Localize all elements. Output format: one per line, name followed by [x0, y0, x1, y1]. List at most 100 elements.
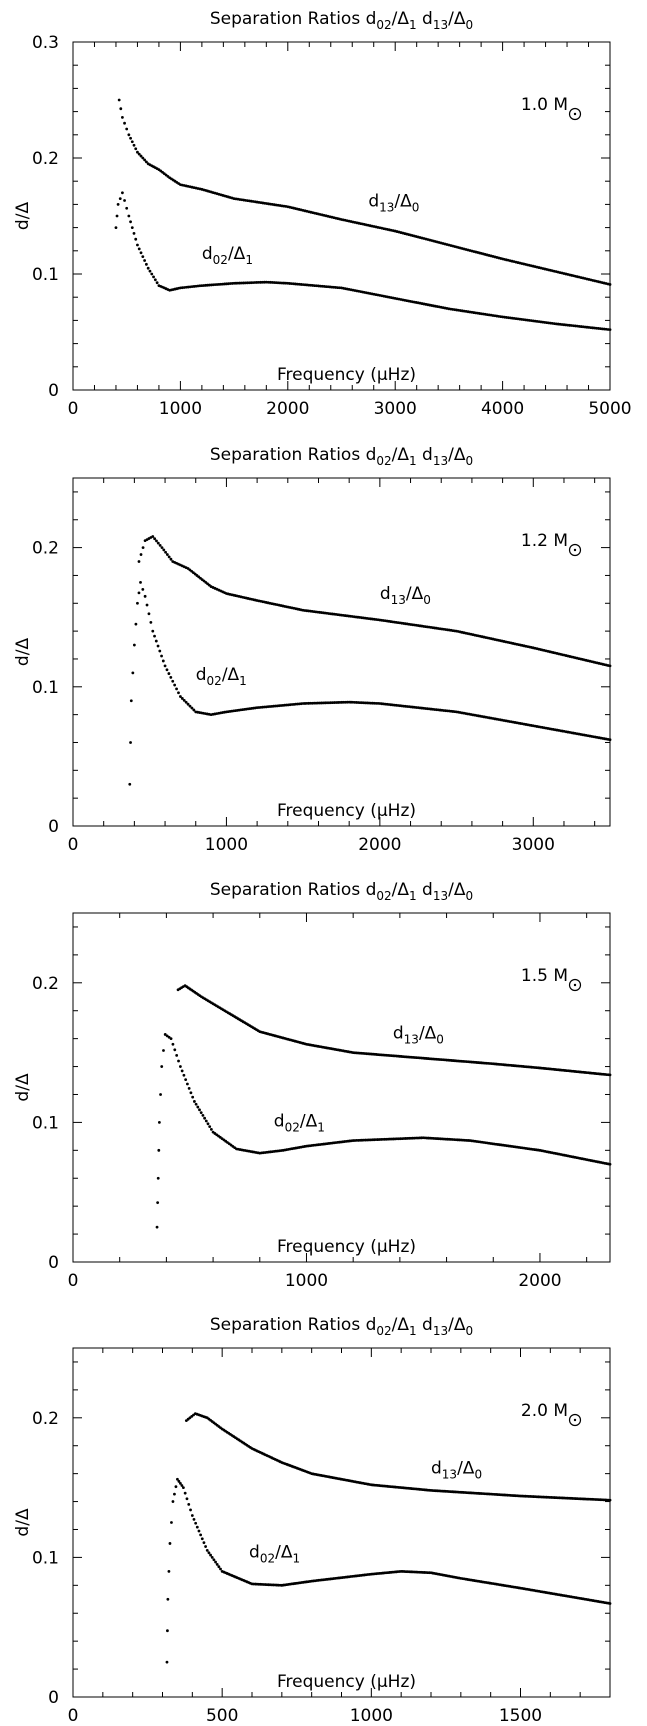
data-point [151, 535, 155, 538]
data-point [158, 649, 162, 653]
data-point [141, 255, 145, 258]
y-tick-label: 0 [48, 381, 59, 401]
data-point [173, 1048, 177, 1052]
chart-title: Separation Ratios d02/Δ1 d13/Δ0 [210, 9, 473, 32]
data-point [171, 1042, 175, 1046]
data-point [152, 275, 155, 279]
data-point [169, 1037, 173, 1041]
y-tick-label: 0.2 [32, 149, 59, 169]
chart-panel-1: Separation Ratios d02/Δ1 d13/Δ0 0 1000 2000… [13, 9, 632, 419]
data-point [167, 672, 171, 675]
data-point [125, 127, 129, 131]
x-tick-label: 1000 [350, 1706, 393, 1726]
data-point [179, 1065, 182, 1068]
data-point [155, 1225, 159, 1229]
data-point [180, 1069, 184, 1073]
data-point [136, 601, 139, 605]
data-point [157, 1148, 161, 1152]
data-point [174, 1485, 178, 1489]
data-point [171, 1500, 175, 1503]
data-point [608, 283, 612, 286]
series-label: d02/Δ1 [274, 1112, 325, 1135]
data-point [136, 243, 139, 247]
data-point [177, 1059, 180, 1063]
data-point [160, 546, 164, 549]
data-point [159, 1093, 162, 1096]
data-point [208, 1125, 212, 1128]
series-1 [137, 535, 612, 668]
series-2 [114, 191, 612, 332]
series-label: d13/Δ0 [431, 1459, 482, 1482]
y-axis-label: d/Δ [13, 638, 33, 667]
data-point [137, 591, 141, 595]
data-point [170, 1521, 173, 1524]
data-point [146, 266, 150, 270]
data-point [169, 557, 173, 561]
x-tick-label: 2000 [518, 1271, 561, 1291]
sun-symbol-icon [568, 978, 582, 992]
data-point [175, 687, 178, 691]
data-point [173, 683, 177, 687]
data-point [184, 1078, 188, 1082]
data-point [187, 1502, 191, 1506]
series-2 [155, 1033, 612, 1229]
x-tick-label: 0 [68, 1271, 79, 1291]
y-axis-label: d/Δ [13, 202, 33, 231]
data-point [210, 1556, 214, 1559]
sun-symbol-icon [568, 543, 582, 557]
data-point [166, 1629, 169, 1633]
data-point [127, 133, 131, 137]
series-1 [184, 1412, 612, 1502]
plot-frame [72, 477, 611, 827]
series-label: d13/Δ0 [393, 1024, 444, 1047]
data-point [164, 550, 167, 554]
data-point [189, 1091, 193, 1095]
data-point [153, 278, 157, 282]
data-point [217, 1565, 221, 1569]
data-point [134, 147, 138, 151]
y-tick-label: 0.1 [32, 265, 59, 285]
data-point [192, 1517, 196, 1521]
data-point [137, 152, 141, 156]
data-point [191, 1095, 195, 1099]
data-point [608, 738, 612, 742]
data-point [179, 695, 182, 698]
data-point [193, 1100, 196, 1103]
data-point [177, 691, 180, 695]
data-point [192, 708, 196, 712]
y-axis-label: d/Δ [13, 1508, 33, 1537]
series-label: d02/Δ1 [249, 1542, 300, 1565]
data-point [186, 1082, 189, 1086]
data-point [199, 1533, 203, 1537]
data-point [153, 537, 157, 541]
data-point [190, 1514, 194, 1517]
y-tick-label: 0 [48, 817, 59, 837]
chart-title: Separation Ratios d02/Δ1 d13/Δ0 [210, 445, 473, 468]
data-point [194, 1521, 198, 1525]
x-tick-label: 0 [68, 835, 79, 855]
sun-symbol-icon [568, 107, 582, 121]
y-tick-label: 0.2 [32, 1409, 59, 1429]
data-point [139, 553, 143, 556]
data-point [197, 1529, 201, 1533]
series-2 [165, 1477, 612, 1664]
data-point [163, 1033, 167, 1036]
data-point [141, 156, 145, 160]
y-tick-label: 0.1 [32, 678, 59, 698]
x-tick-label: 1000 [285, 1271, 328, 1291]
mass-label: 1.2 M [521, 531, 568, 551]
data-point [214, 1560, 217, 1564]
data-point [190, 706, 194, 710]
x-tick-label: 1500 [499, 1706, 542, 1726]
data-point [129, 699, 133, 703]
series-label: d02/Δ1 [196, 665, 247, 688]
data-point [143, 259, 147, 262]
x-tick-label: 0 [68, 1706, 79, 1726]
data-point [180, 697, 184, 700]
data-point [141, 587, 145, 591]
x-tick-label: 500 [206, 1706, 238, 1726]
data-point [196, 1105, 200, 1109]
data-point [141, 546, 145, 549]
y-tick-label: 0.2 [32, 974, 59, 994]
